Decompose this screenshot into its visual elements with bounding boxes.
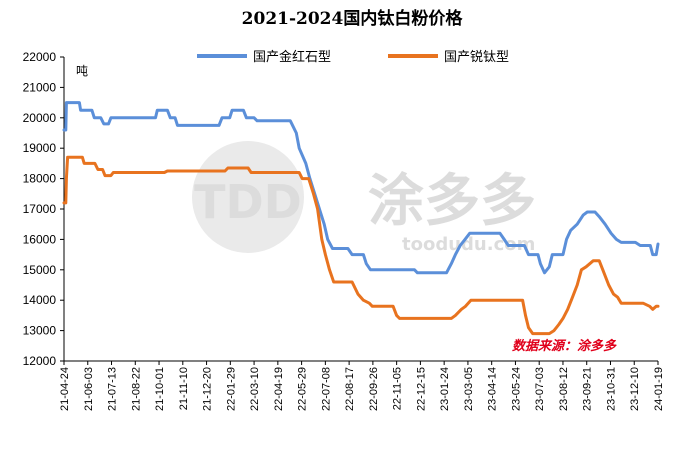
- watermark-url-text: toodudu.com: [402, 234, 535, 255]
- legend: 国产金红石型 国产锐钛型: [197, 49, 509, 65]
- x-tick-label: 23-10-31: [605, 367, 617, 411]
- watermark-brand-text: 涂多多: [368, 169, 536, 234]
- y-tick-label: 14000: [23, 293, 57, 307]
- x-tick-label: 22-09-26: [368, 367, 380, 411]
- legend-label-rutile: 国产金红石型: [253, 49, 331, 65]
- watermark-logo-circle: [192, 141, 304, 253]
- series-line-rutile: [62, 101, 660, 275]
- x-tick-label: 21-08-22: [130, 367, 142, 411]
- series-layer: [62, 101, 660, 336]
- x-tick-label: 21-04-24: [59, 367, 71, 411]
- watermark-logo-text: TDD: [194, 175, 302, 229]
- x-tick-label: 21-10-01: [154, 367, 166, 411]
- x-tick-label: 23-04-14: [487, 367, 499, 411]
- y-tick-label: 16000: [23, 232, 57, 246]
- x-tick-label: 22-07-08: [320, 367, 332, 411]
- y-tick-label: 20000: [23, 111, 57, 125]
- y-tick-label: 15000: [23, 263, 57, 277]
- x-tick-label: 22-08-17: [344, 367, 356, 411]
- y-axis-ticks: 12000 13000 14000 15000 16000 17000 18000 19000…: [23, 50, 64, 368]
- x-tick-label: 23-09-21: [582, 367, 594, 411]
- x-tick-label: 23-07-03: [534, 367, 546, 411]
- x-tick-label: 23-03-05: [463, 367, 475, 411]
- x-axis-ticks: 21-04-24 21-06-03 21-07-13 21-08-22 21-10-01…: [59, 361, 665, 411]
- y-tick-label: 22000: [23, 50, 57, 64]
- x-tick-label: 21-06-03: [83, 367, 95, 411]
- x-tick-label: 21-11-10: [178, 367, 190, 410]
- x-tick-label: 24-01-19: [653, 367, 665, 411]
- x-tick-label: 22-12-15: [415, 367, 427, 411]
- chart-title: 2021-2024国内钛白粉价格: [242, 8, 464, 29]
- x-tick-label: 22-05-29: [297, 367, 309, 411]
- x-tick-label: 21-07-13: [107, 367, 119, 411]
- x-tick-label: 22-11-05: [392, 367, 404, 410]
- source-note: 数据来源：涂多多: [512, 338, 617, 354]
- x-tick-label: 23-08-12: [558, 367, 570, 411]
- legend-label-anatase: 国产锐钛型: [444, 50, 509, 65]
- y-axis-unit-label: 吨: [76, 64, 88, 78]
- series-line-anatase: [62, 155, 660, 336]
- y-tick-label: 19000: [23, 141, 57, 155]
- y-tick-label: 18000: [23, 172, 57, 186]
- tdd-watermark: TDD 涂多多 toodudu.com: [192, 141, 536, 255]
- y-tick-label: 17000: [23, 202, 57, 216]
- y-tick-label: 13000: [23, 324, 57, 338]
- y-tick-label: 21000: [23, 80, 57, 94]
- x-tick-label: 22-01-29: [225, 367, 237, 411]
- x-tick-label: 23-01-24: [439, 367, 451, 411]
- x-tick-label: 23-12-10: [629, 367, 641, 411]
- x-tick-label: 23-05-24: [510, 367, 522, 411]
- x-tick-label: 21-12-20: [202, 367, 214, 411]
- axes: [63, 57, 658, 362]
- x-tick-label: 22-03-10: [249, 367, 261, 411]
- y-tick-label: 12000: [23, 354, 57, 368]
- x-tick-label: 22-04-19: [273, 367, 285, 411]
